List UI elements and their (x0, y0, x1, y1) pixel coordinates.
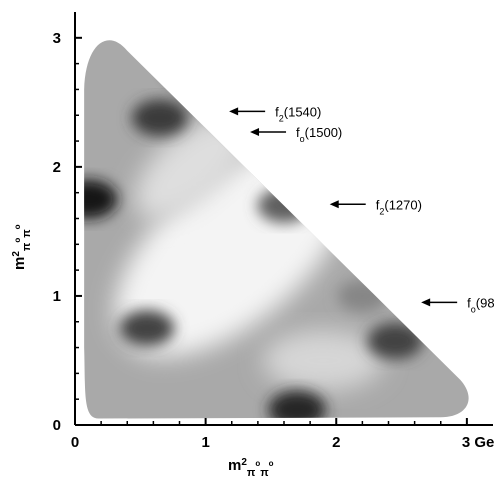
resonance-annotation: fo(980) (421, 295, 494, 314)
x-tick-label: 3 GeV2 (462, 434, 494, 452)
y-tick-label: 3 (53, 30, 61, 47)
x-tick-label: 1 (201, 434, 209, 451)
annotation-label: fo(980) (467, 295, 494, 314)
y-ticks: 0 1 2 3 (53, 30, 82, 434)
y-tick-label: 1 (53, 288, 61, 305)
y-axis-label: m2πoπo (11, 224, 34, 270)
density-peak (132, 99, 188, 136)
arrow-head-icon (229, 107, 238, 115)
arrow-head-icon (421, 298, 430, 306)
annotation-label: f2(1540) (275, 104, 321, 123)
resonance-annotation: f2(1540) (229, 104, 321, 123)
x-tick-label: 0 (71, 434, 79, 451)
resonance-annotation: fo(1500) (250, 125, 342, 144)
density-peak (58, 179, 117, 218)
x-ticks: 0 1 2 3 GeV2 (71, 418, 494, 451)
arrow-head-icon (330, 200, 339, 208)
dalitz-region (58, 40, 468, 428)
density-peak (367, 323, 422, 359)
annotation-label: f2(1270) (376, 197, 422, 216)
resonance-annotation: f2(1270) (330, 197, 422, 216)
density-peak (268, 390, 326, 428)
y-tick-label: 0 (53, 417, 61, 434)
density-peak (338, 280, 388, 312)
arrow-head-icon (250, 128, 259, 136)
x-tick-label: 2 (332, 434, 340, 451)
annotation-label: fo(1500) (296, 125, 342, 144)
y-tick-label: 2 (53, 159, 61, 176)
density-light-band (263, 330, 383, 390)
density-peak (119, 310, 174, 346)
density-peak (258, 188, 311, 223)
x-axis-label: m2πoπo (228, 457, 274, 480)
